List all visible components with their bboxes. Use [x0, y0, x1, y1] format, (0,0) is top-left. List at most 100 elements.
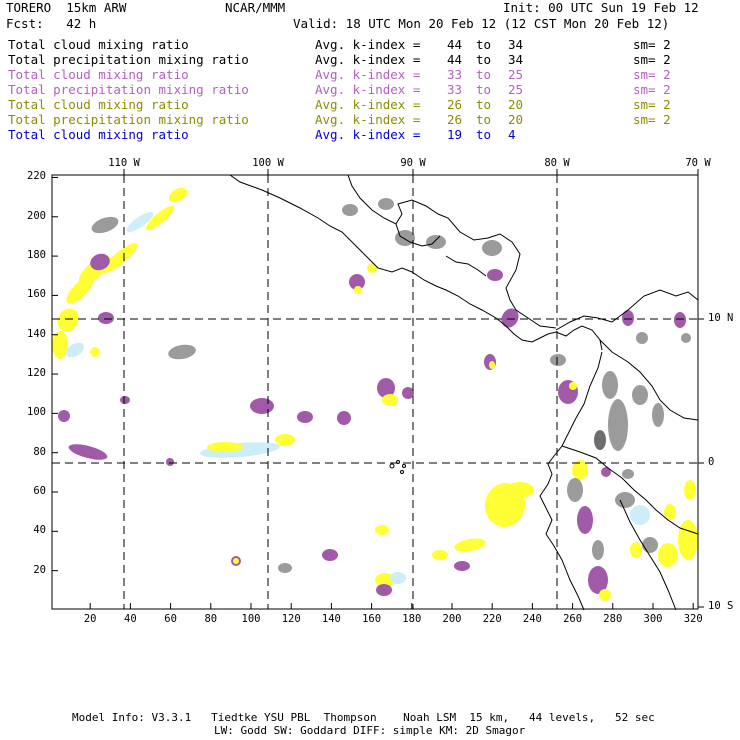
coastline-mexico-central-america [229, 174, 603, 351]
legend-smoothing: sm= 2 [633, 112, 671, 127]
legend-kindex-label: Avg. k-index = [315, 67, 421, 82]
cloud-blob-gray [652, 403, 664, 427]
y-tick-label: 80 [33, 445, 46, 458]
cloud-blob-yellow [57, 308, 79, 332]
legend-kindex-low: 26 [447, 112, 463, 127]
cloud-blob-yellow [90, 347, 100, 357]
coastline-layer [229, 174, 699, 611]
cloud-blob-yellow [102, 243, 138, 273]
x-tick-label: 260 [563, 613, 583, 625]
legend-kindex-high: 20 [508, 112, 524, 127]
coastline-south-america-west [539, 351, 603, 611]
cloud-blob-gray [378, 198, 394, 210]
legend-kindex-low: 44 [447, 37, 463, 52]
latitude-label: 0 [708, 456, 715, 468]
cloud-blob-purple [90, 253, 110, 271]
cloud-blob-purple [588, 566, 608, 594]
y-tick-label: 40 [33, 524, 46, 537]
cloud-blob-yellow [275, 434, 295, 446]
cloud-blob-gray [168, 344, 196, 360]
cloud-blob-gray [681, 333, 691, 343]
cloud-blob-purple [487, 269, 503, 281]
coastline-south-america-north [555, 289, 699, 331]
cloud-blob-gray [342, 204, 358, 216]
init-time: Init: 00 UTC Sun 19 Feb 12 [503, 0, 699, 15]
x-tick-label: 240 [522, 613, 542, 625]
y-tick-label: 140 [27, 327, 46, 340]
cloud-blob-yellow [678, 520, 698, 560]
cloud-blob-gray [602, 371, 618, 399]
legend-kindex-high: 20 [508, 97, 524, 112]
x-tick-label: 320 [683, 613, 703, 625]
cloud-blob-purple [376, 584, 392, 596]
x-tick-label: 80 [204, 613, 218, 625]
cloud-blob-purple [601, 467, 611, 477]
latitude-label: 10 N [708, 312, 734, 324]
legend-kindex-label: Avg. k-index = [315, 82, 421, 97]
longitude-label: 110 W [108, 157, 140, 169]
latitude-label: 10 S [708, 600, 734, 612]
cloud-blob-yellow [599, 589, 611, 601]
legend-kindex-low: 33 [447, 67, 463, 82]
model-info-line1: Model Info: V3.3.1 Tiedtke YSU PBL Thomp… [72, 711, 655, 724]
legend-kindex-to: to [476, 127, 492, 142]
lat-lon-grid [52, 175, 698, 609]
legend-smoothing: sm= 2 [633, 52, 671, 67]
valid-time: Valid: 18 UTC Mon 20 Feb 12 (12 CST Mon … [293, 16, 670, 31]
y-tick-label: 220 [27, 170, 46, 183]
organization-label: NCAR/MMM [225, 0, 286, 15]
legend-smoothing: sm= 2 [633, 97, 671, 112]
legend-field-name: Total cloud mixing ratio [8, 127, 189, 142]
cloud-blob-yellow [569, 382, 577, 390]
cloud-blob-yellow [506, 482, 534, 498]
y-tick-label: 180 [27, 249, 46, 262]
border-peru-brazil [619, 499, 677, 611]
cloud-blob-gray [642, 537, 658, 553]
border-ecuador-peru [561, 445, 699, 535]
coastline-caribbean [347, 174, 557, 329]
cloud-blob-purple [337, 411, 351, 425]
cloud-blob-gray [636, 332, 648, 344]
galapagos-island [400, 470, 404, 474]
cloud-blob-gray [622, 469, 634, 479]
model-info-line2: LW: Godd SW: Goddard DIFF: simple KM: 2D… [214, 724, 526, 737]
cloud-blob-gray [278, 563, 292, 573]
cloud-blob-gray [615, 492, 635, 508]
cloud-blob-yellow [375, 525, 389, 535]
y-tick-label: 120 [27, 367, 46, 380]
cloud-blob-purple [674, 312, 686, 328]
cloud-blob-gray [567, 478, 583, 502]
legend-kindex-to: to [476, 112, 492, 127]
cloud-blob-light-blue [65, 342, 85, 358]
cloud-field-layer [52, 187, 698, 601]
legend-kindex-to: to [476, 97, 492, 112]
cloud-blob-purple [377, 378, 395, 398]
cloud-blob-purple [58, 410, 70, 422]
galapagos-island [389, 463, 395, 469]
cloud-blob-yellow [375, 573, 395, 587]
legend-kindex-label: Avg. k-index = [315, 37, 421, 52]
cloud-blob-gray [482, 240, 502, 256]
legend-field-name: Total cloud mixing ratio [8, 37, 189, 52]
x-tick-label: 200 [442, 613, 462, 625]
x-tick-label: 160 [362, 613, 382, 625]
legend-kindex-low: 26 [447, 97, 463, 112]
cloud-blob-purple [501, 308, 519, 328]
legend-kindex-to: to [476, 37, 492, 52]
galapagos-island [402, 464, 406, 468]
cloud-blob-gray [426, 235, 446, 249]
cloud-blob-yellow [432, 550, 448, 560]
legend-field-name: Total precipitation mixing ratio [8, 52, 249, 67]
cloud-blob-purple [454, 561, 470, 571]
legend-field-name: Total precipitation mixing ratio [8, 112, 249, 127]
x-tick-label: 100 [241, 613, 261, 625]
longitude-label: 90 W [400, 157, 426, 169]
border-mexico-guatemala [395, 223, 441, 247]
cloud-blob-yellow [66, 276, 94, 304]
legend-kindex-to: to [476, 52, 492, 67]
y-tick-label: 160 [27, 288, 46, 301]
x-tick-label: 280 [603, 613, 623, 625]
cloud-blob-light-blue [126, 211, 154, 233]
cloud-blob-yellow [145, 205, 175, 231]
cloud-blob-gray [608, 399, 628, 451]
